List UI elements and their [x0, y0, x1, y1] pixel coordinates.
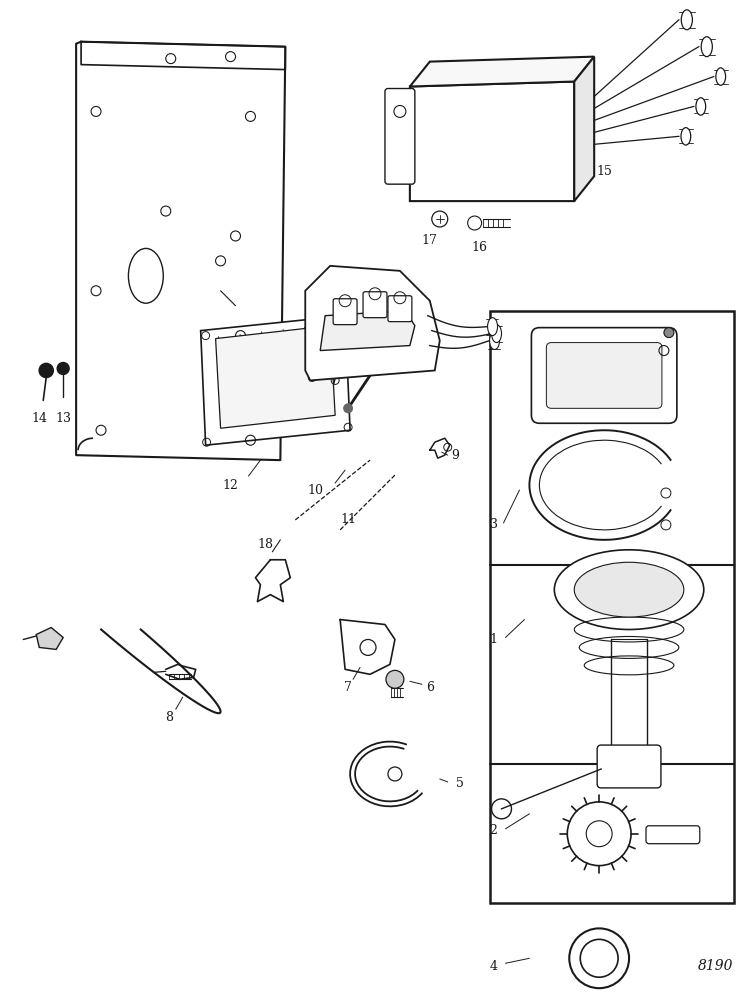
Text: 14: 14	[32, 412, 47, 425]
Ellipse shape	[491, 325, 502, 343]
Ellipse shape	[681, 128, 691, 145]
FancyBboxPatch shape	[388, 296, 412, 322]
Ellipse shape	[696, 97, 706, 115]
Ellipse shape	[716, 68, 725, 85]
Polygon shape	[410, 57, 594, 86]
FancyBboxPatch shape	[597, 745, 661, 787]
Text: 3: 3	[490, 518, 497, 531]
Text: 11: 11	[340, 513, 356, 526]
Ellipse shape	[128, 248, 164, 303]
Text: 13: 13	[56, 412, 71, 425]
FancyBboxPatch shape	[532, 328, 677, 423]
Ellipse shape	[490, 332, 500, 350]
Polygon shape	[574, 57, 594, 202]
Text: 5: 5	[456, 778, 464, 790]
Polygon shape	[410, 81, 574, 202]
Text: 2: 2	[490, 824, 497, 837]
Text: 6: 6	[426, 681, 433, 694]
Ellipse shape	[574, 562, 684, 617]
Text: 18: 18	[257, 538, 274, 551]
Text: 8190: 8190	[698, 959, 734, 973]
FancyBboxPatch shape	[363, 292, 387, 318]
Text: 16: 16	[472, 241, 488, 254]
Bar	[490, 311, 734, 904]
Ellipse shape	[488, 318, 497, 336]
Polygon shape	[36, 628, 63, 649]
Text: 9: 9	[451, 449, 459, 462]
FancyBboxPatch shape	[646, 826, 700, 844]
Text: 8: 8	[165, 711, 172, 724]
Text: 10: 10	[308, 484, 323, 496]
FancyBboxPatch shape	[546, 343, 662, 408]
Polygon shape	[201, 316, 350, 445]
Text: 1: 1	[490, 633, 497, 646]
Ellipse shape	[701, 37, 712, 57]
FancyBboxPatch shape	[385, 88, 415, 184]
Circle shape	[664, 328, 674, 338]
Ellipse shape	[554, 550, 704, 630]
Text: 4: 4	[490, 960, 497, 973]
Circle shape	[39, 363, 53, 377]
Polygon shape	[305, 266, 440, 380]
Polygon shape	[320, 311, 415, 351]
Polygon shape	[215, 326, 335, 428]
Text: 12: 12	[223, 479, 238, 492]
Text: 15: 15	[596, 165, 612, 178]
Circle shape	[343, 403, 353, 413]
Ellipse shape	[681, 10, 692, 30]
FancyBboxPatch shape	[333, 299, 357, 325]
Text: 7: 7	[344, 681, 352, 694]
Circle shape	[57, 362, 69, 374]
Text: 17: 17	[422, 234, 438, 247]
Circle shape	[386, 670, 404, 688]
